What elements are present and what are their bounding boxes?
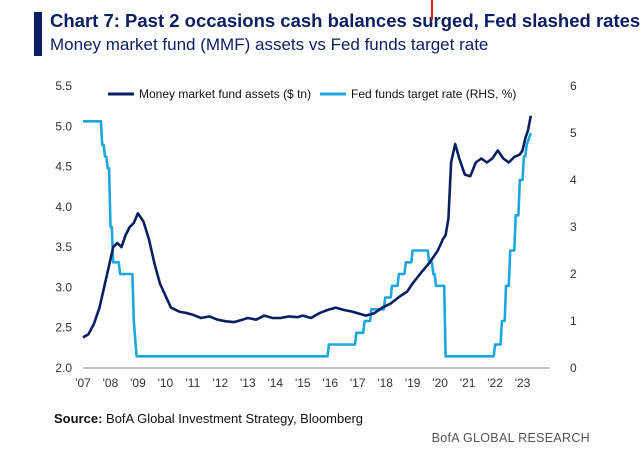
- x-tick-label: '08: [103, 376, 119, 390]
- left-y-tick-label: 3.5: [55, 240, 72, 254]
- right-y-tick-label: 0: [570, 361, 577, 375]
- left-y-tick-label: 4.5: [55, 160, 72, 174]
- brand-label: BofA GLOBAL RESEARCH: [431, 431, 590, 445]
- source-label: Source:: [54, 411, 103, 426]
- x-tick-label: '12: [213, 376, 229, 390]
- right-y-tick-label: 2: [570, 267, 577, 281]
- left-y-tick-label: 2.0: [55, 361, 72, 375]
- chart-axes: '07 '08 '09 '10 '11 '12 '13 '14 '15 '16 '17 '18 '19 '…: [55, 79, 577, 390]
- x-tick-label: '11: [186, 376, 201, 390]
- right-y-tick-label: 5: [570, 126, 577, 140]
- right-y-tick-label: 3: [570, 220, 577, 234]
- x-tick-label: '22: [487, 376, 503, 390]
- series-line-fed-funds-rate: [83, 120, 533, 358]
- right-y-tick-label: 6: [570, 79, 577, 93]
- chart-series-layer: [82, 115, 533, 358]
- right-y-tick-label: 4: [570, 173, 577, 187]
- x-tick-label: '20: [432, 376, 448, 390]
- x-tick-label: '10: [158, 376, 174, 390]
- left-y-tick-label: 5.0: [55, 119, 72, 133]
- x-tick-label: '23: [515, 376, 531, 390]
- source-note: Source: BofA Global Investment Strategy,…: [54, 411, 363, 426]
- x-tick-label: '21: [460, 376, 476, 390]
- title-accent-bar: [34, 12, 42, 56]
- left-y-tick-label: 3.0: [55, 280, 72, 294]
- x-tick-label: '13: [240, 376, 256, 390]
- legend-label: Money market fund assets ($ tn): [139, 87, 311, 101]
- x-tick-label: '16: [322, 376, 338, 390]
- left-y-tick-label: 2.5: [55, 321, 72, 335]
- x-tick-label: '07: [75, 376, 91, 390]
- left-y-tick-label: 5.5: [55, 79, 72, 93]
- chart-legend: Money market fund assets ($ tn) Fed funds…: [108, 87, 516, 101]
- chart-subtitle: Money market fund (MMF) assets vs Fed fu…: [50, 35, 489, 54]
- series-line-mmf-assets: [82, 115, 533, 339]
- x-tick-label: '14: [267, 376, 283, 390]
- text-cursor-mark: [431, 0, 433, 20]
- left-y-tick-label: 4.0: [55, 200, 72, 214]
- x-tick-label: '18: [377, 376, 393, 390]
- x-tick-label: '09: [130, 376, 146, 390]
- source-text: BofA Global Investment Strategy, Bloombe…: [106, 411, 364, 426]
- x-tick-label: '15: [295, 376, 311, 390]
- x-tick-label: '17: [350, 376, 366, 390]
- chart-title: Chart 7: Past 2 occasions cash balances …: [50, 10, 640, 31]
- x-tick-label: '19: [405, 376, 421, 390]
- right-y-tick-label: 1: [570, 314, 577, 328]
- legend-label: Fed funds target rate (RHS, %): [351, 87, 516, 101]
